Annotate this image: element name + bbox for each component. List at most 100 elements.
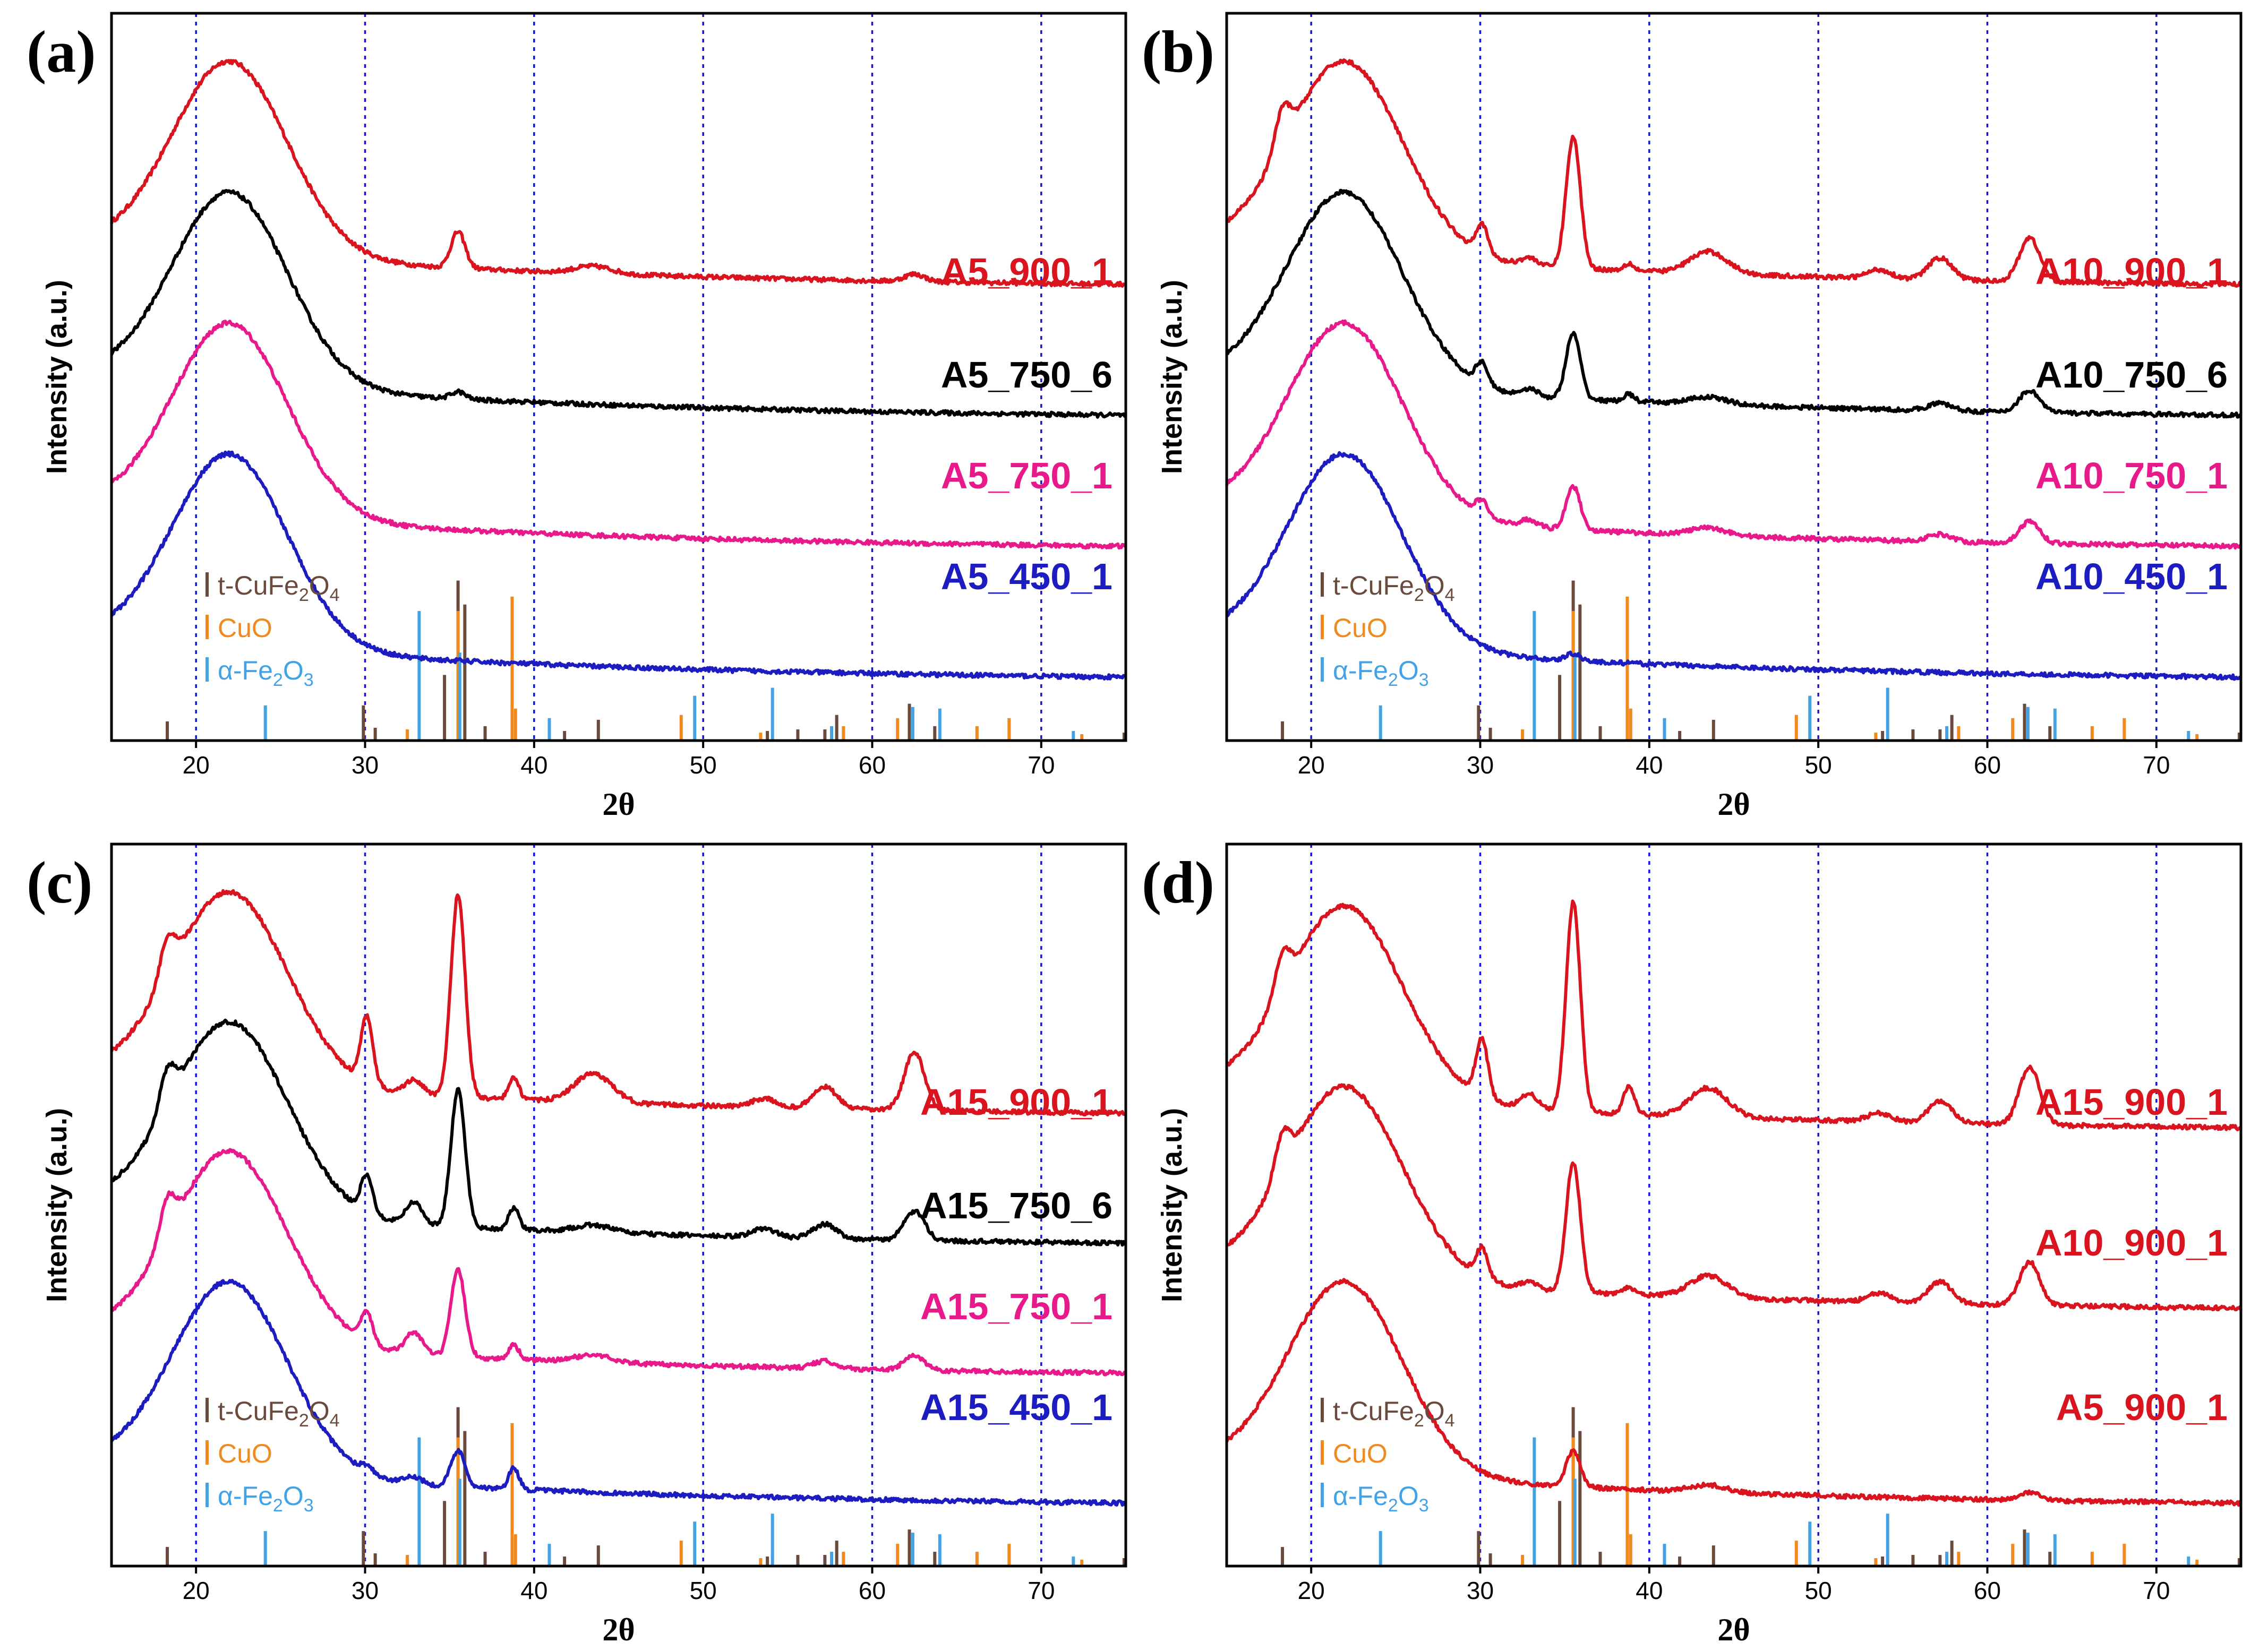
series-label: A5_750_1	[941, 455, 1112, 496]
legend-text-part: α-Fe	[1333, 656, 1388, 685]
legend-text-part: 3	[304, 1495, 314, 1516]
plot-frame	[110, 842, 1127, 1568]
legend-text-part: 3	[1419, 670, 1429, 690]
legend-text-part: O	[283, 1481, 304, 1511]
series-label: A15_450_1	[920, 1387, 1112, 1428]
x-tick-label: 70	[1028, 751, 1055, 779]
legend-text-part: 4	[1445, 585, 1455, 605]
series-label: A10_900_1	[2035, 251, 2228, 292]
xrd-curve-A15_450_1	[110, 1278, 1127, 1507]
x-tick-label: 60	[1974, 1577, 2001, 1604]
legend-entry: α-Fe2O3	[218, 1481, 314, 1516]
plot-frame	[110, 12, 1127, 742]
legend-text-part: O	[1398, 656, 1419, 685]
legend-text-part: t-CuFe	[1333, 1396, 1414, 1426]
x-tick-label: 40	[520, 751, 547, 779]
x-tick-label: 40	[520, 1577, 547, 1604]
legend-entry: CuO	[1333, 613, 1388, 643]
xrd-curve-A15_900_1	[1225, 899, 2243, 1131]
x-axis-title: 2θ	[1717, 1612, 1750, 1647]
xrd-curve-A10_900_1	[1226, 1083, 2243, 1312]
x-tick-label: 30	[352, 1577, 379, 1604]
plot-frame	[1225, 842, 2243, 1568]
legend-text-part: O	[1398, 1481, 1419, 1511]
x-tick-label: 50	[690, 751, 717, 779]
x-tick-label: 70	[2143, 751, 2170, 779]
legend-entry: α-Fe2O3	[218, 656, 314, 690]
legend-text-part: α-Fe	[218, 1481, 273, 1511]
legend-text-part: 2	[1414, 585, 1424, 605]
legend-text-part: t-CuFe	[1333, 571, 1414, 600]
legend-text-part: α-Fe	[218, 656, 273, 685]
legend-entry: CuO	[218, 1439, 272, 1468]
panel-letter: (d)	[1142, 850, 1214, 916]
xrd-curve-A5_750_6	[110, 189, 1127, 419]
legend-entry: t-CuFe2O4	[218, 571, 340, 605]
xrd-curve-A15_750_6	[111, 1018, 1127, 1247]
legend-entry: CuO	[1333, 1439, 1388, 1468]
x-axis-title: 2θ	[602, 787, 635, 822]
x-tick-label: 50	[690, 1577, 717, 1604]
panel-d: A15_900_1 A10_900_1 A5_900_1 20 30 40 50 60 70 2θ…	[1142, 842, 2243, 1647]
legend-text-part: O	[309, 571, 330, 600]
series-label: A5_900_1	[941, 251, 1112, 292]
x-tick-label: 70	[1028, 1577, 1055, 1604]
x-tick-label: 30	[352, 751, 379, 779]
xrd-curve-A5_900_1	[110, 58, 1126, 288]
legend-text-part: CuO	[218, 1439, 272, 1468]
legend-text-part: CuO	[1333, 1439, 1388, 1468]
legend-text-part: α-Fe	[1333, 1481, 1388, 1511]
legend-text-part: 4	[330, 585, 340, 605]
series-label: A10_450_1	[2035, 556, 2228, 597]
panel-letter: (a)	[27, 19, 96, 85]
xrd-curve-A5_900_1	[1225, 1278, 2243, 1507]
legend-text-part: 2	[273, 670, 283, 690]
legend-text-part: 2	[1388, 1495, 1398, 1516]
xrd-curve-A10_750_1	[1225, 319, 2242, 550]
x-tick-label: 60	[859, 1577, 886, 1604]
legend-entry: CuO	[218, 613, 272, 643]
legend-text-part: O	[1424, 1396, 1445, 1426]
panel-letter: (c)	[27, 850, 92, 916]
plot-frame	[1225, 12, 2243, 742]
xrd-curve-A10_900_1	[1226, 58, 2243, 288]
legend-entry: t-CuFe2O4	[1333, 1396, 1455, 1431]
xrd-curve-A5_750_1	[110, 320, 1127, 550]
legend-text-part: CuO	[1333, 613, 1388, 643]
x-tick-label: 40	[1636, 1577, 1663, 1604]
series-label: A10_750_6	[2035, 354, 2228, 395]
series-label: A15_750_6	[920, 1185, 1112, 1226]
y-axis-title: Intensity (a.u.)	[1156, 280, 1188, 474]
series-label: A5_750_6	[941, 354, 1112, 395]
y-axis-title: Intensity (a.u.)	[41, 1108, 73, 1302]
legend-text-part: t-CuFe	[218, 571, 299, 600]
panel-letter: (b)	[1142, 19, 1214, 85]
x-axis-title: 2θ	[602, 1612, 635, 1647]
legend-entry: t-CuFe2O4	[1333, 571, 1455, 605]
legend-entry: α-Fe2O3	[1333, 1481, 1429, 1516]
series-label: A5_900_1	[2056, 1387, 2228, 1428]
x-tick-label: 50	[1805, 1577, 1832, 1604]
legend-text-part: O	[309, 1396, 330, 1426]
legend-text-part: 3	[304, 670, 314, 690]
x-tick-label: 20	[1298, 1577, 1325, 1604]
x-tick-label: 20	[183, 751, 210, 779]
series-label: A10_900_1	[2035, 1222, 2228, 1263]
series-label: A5_450_1	[941, 556, 1112, 597]
x-tick-label: 30	[1467, 751, 1494, 779]
y-axis-title: Intensity (a.u.)	[1156, 1108, 1188, 1302]
xrd-curve-A15_900_1	[110, 889, 1127, 1117]
x-tick-label: 20	[183, 1577, 210, 1604]
y-axis-title: Intensity (a.u.)	[41, 280, 73, 474]
x-tick-label: 60	[1974, 751, 2001, 779]
legend-text-part: 2	[299, 1411, 309, 1431]
legend-text-part: O	[1424, 571, 1445, 600]
panel-c: A15_900_1 A15_750_6 A15_750_1 A15_450_1 20 30…	[27, 842, 1127, 1647]
legend-text-part: 2	[273, 1495, 283, 1516]
series-label: A15_750_1	[920, 1286, 1112, 1327]
xrd-curve-A10_750_6	[1226, 188, 2243, 419]
legend-entry: α-Fe2O3	[1333, 656, 1429, 690]
xrd-curve-A15_750_1	[110, 1148, 1127, 1377]
legend-text-part: 2	[1388, 670, 1398, 690]
